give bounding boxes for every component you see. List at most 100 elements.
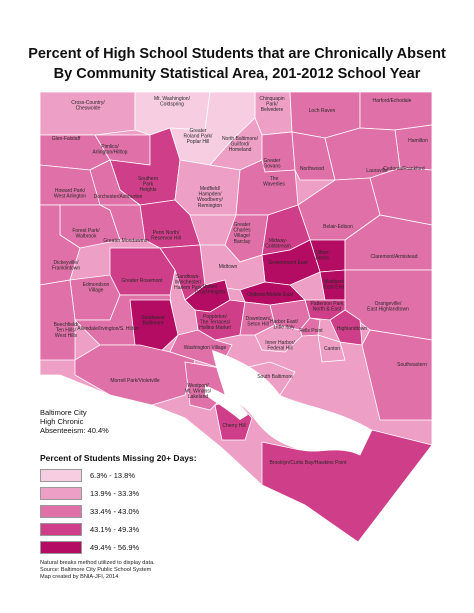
legend-label: 49.4% - 56.9% <box>90 543 140 552</box>
area-label-north-baltimore-guilford-homeland: North Baltimore/Guilford/Homeland <box>222 136 259 153</box>
area-label-line: Greater <box>190 128 207 134</box>
area-label-line: North & East <box>313 307 342 313</box>
area-label-line: Greater Mondawmin <box>103 238 149 244</box>
footnote-source: Source: Baltimore City Public School Sys… <box>40 567 152 573</box>
area-label-line: Downtown/ <box>246 316 271 322</box>
area-label-howard-park-west-arlington: Howard Park/West Arlington <box>54 188 86 200</box>
area-label-line: Inner Harbor/ <box>265 340 295 346</box>
area-label-line: Madison/ <box>324 279 345 285</box>
area-label-lauraville: Lauraville <box>366 168 388 174</box>
area-label-cross-country-cheswolde: Cross-Country/Cheswolde <box>71 100 105 112</box>
legend-title: Percent of Students Missing 20+ Days: <box>40 453 197 463</box>
area-label-line: Belair-Edison <box>323 224 353 230</box>
city-rate-line-3: Absenteeism: 40.4% <box>40 426 109 435</box>
area-label-line: Reservoir Hill <box>151 236 181 242</box>
map-legend: Percent of Students Missing 20+ Days: 6.… <box>34 447 204 569</box>
area-label-allendale-irvington-s-hilton: Allendale/Irvington/S. Hilton <box>77 326 139 332</box>
area-label-line: Westport/ <box>187 383 209 389</box>
area-label-line: Berea <box>315 256 329 262</box>
area-inner-harbor-federal-hill <box>254 324 303 353</box>
area-label-line: Upton/ <box>203 284 218 290</box>
area-label-line: Northwood <box>300 166 324 172</box>
area-label-southern-park-heights: Southern Park Heights <box>138 176 159 193</box>
area-label-line: Morrell Park/Violetville <box>110 378 160 384</box>
area-label-line: Highlandtown <box>337 326 368 332</box>
area-hamilton <box>394 124 433 171</box>
area-label-line: Harlem Park <box>174 285 202 291</box>
area-label-line: The Terraces/ <box>200 320 231 326</box>
area-label-line: Pimlico/ <box>101 144 119 150</box>
area-label-line: Harford/Echodale <box>373 98 412 104</box>
area-label-line: Druid Heights <box>195 290 226 296</box>
area-label-line: Brooklyn/Curtis Bay/Hawkins Point <box>270 460 348 466</box>
area-label-greenmount-east: Greenmount East <box>268 260 308 266</box>
harbor-water-body <box>212 350 372 455</box>
area-label-line: Washington Village <box>184 345 227 351</box>
area-label-belair-edison: Belair-Edison <box>323 224 353 230</box>
area-label-line: Coldspring <box>160 102 184 108</box>
area-label-line: Chinquapin <box>259 96 285 102</box>
area-label-harbor-east-little-italy: Harbor East/Little Italy <box>270 319 299 331</box>
area-label-harford-echodale: Harford/Echodale <box>373 98 412 104</box>
legend-row: 6.3% - 13.8% <box>40 469 204 482</box>
legend-label: 33.4% - 43.0% <box>90 507 140 516</box>
area-label-westport-mt-winans-lakeland: Westport/Mt. Winans/Lakeland <box>185 383 212 400</box>
area-label-line: Cherry Hill <box>222 423 245 429</box>
area-label-greater-mondawmin: Greater Mondawmin <box>103 238 149 244</box>
area-label-line: Greater <box>234 222 251 228</box>
area-southwest-baltimore <box>129 299 179 353</box>
area-label-line: Hamilton <box>408 138 428 144</box>
area-label-greater-charles-village-barclay: Greater Charles Village/Barclay <box>233 222 251 245</box>
area-label-line: Cedonia/Frankford <box>383 166 425 172</box>
area-label-orangeville-east-highlandtown: Orangeville/East Highlandtown <box>367 301 409 313</box>
area-label-line: Lauraville <box>366 168 388 174</box>
area-label-line: Harbor East/ <box>270 319 299 325</box>
area-label-clifton-berea: Clifton-Berea <box>314 250 330 262</box>
area-label-line: Edmondson <box>83 282 110 288</box>
city-rate-line-2: High Chronic <box>40 417 84 426</box>
area-label-line: East End <box>324 285 345 291</box>
area-label-line: Woodberry/ <box>197 197 223 203</box>
area-label-line: Beechfield/ <box>54 322 79 328</box>
area-label-line: Orangeville/ <box>375 301 402 307</box>
area-label-madison-east-end: Madison/East End <box>324 279 345 291</box>
area-label-edmondson-village: Edmondson Village <box>83 282 110 294</box>
area-label-brooklyn-curtis-bay-hawkins-point: Brooklyn/Curtis Bay/Hawkins Point <box>270 460 348 466</box>
legend-row: 13.9% - 33.3% <box>40 487 204 500</box>
area-label-poppleton-the-terraces-hollins-market: Poppleton/The Terraces/Hollins Market <box>199 314 231 331</box>
area-label-line: Hollins Market <box>199 325 231 331</box>
area-label-midway-coldstream: Midway-Coldstream <box>265 238 291 250</box>
area-label-dorchester-ashburton: Dorchester/Ashburton <box>94 194 143 200</box>
area-label-hamilton: Hamilton <box>408 138 428 144</box>
area-label-line: West Hills <box>55 333 78 339</box>
area-label-line: Arlington/Hilltop <box>92 150 127 156</box>
area-label-line: Waverlies <box>263 182 285 188</box>
area-label-line: Seton Hill <box>247 322 268 328</box>
harbor-water <box>205 350 372 455</box>
area-label-fells-point: Fells Point <box>299 328 323 334</box>
area-cross-country-cheswolde <box>39 91 136 136</box>
area-label-line: Little Italy <box>273 325 295 331</box>
footnote-method: Natural breaks method utilized to displa… <box>40 560 155 566</box>
area-label-line: Poplar Hill <box>187 139 210 145</box>
legend-row: 33.4% - 43.0% <box>40 505 204 518</box>
area-label-line: Fells Point <box>299 328 323 334</box>
area-label-line: Greater Rosemont <box>121 278 163 284</box>
area-label-southwest-baltimore: Southwest Baltimore <box>141 315 165 327</box>
area-label-line: Midtown <box>219 264 238 270</box>
area-label-line: Dickeyville/ <box>53 260 79 266</box>
area-label-line: Forest Park/ <box>72 228 100 234</box>
area-claremont-armistead <box>344 214 433 271</box>
area-label-midtown: Midtown <box>219 264 238 270</box>
area-label-line: Heights <box>140 187 157 193</box>
area-label-oldtown-middle-east: Oldtown/Middle East <box>247 292 293 298</box>
area-label-line: Walbrook <box>76 234 97 240</box>
area-label-patterson-park-north-east: Patterson Park North & East <box>310 301 344 313</box>
area-label-line: Poppleton/ <box>203 314 228 320</box>
area-label-canton: Canton <box>324 346 340 352</box>
area-label-line: Homeland <box>229 147 252 153</box>
area-label-claremont-armistead: Claremont/Armistead <box>371 254 418 260</box>
city-rate-text: Baltimore City High Chronic Absenteeism:… <box>40 408 109 435</box>
map-footnotes: Natural breaks method utilized to displa… <box>40 560 155 581</box>
area-label-greater-govans: Greater Govans <box>263 158 281 170</box>
